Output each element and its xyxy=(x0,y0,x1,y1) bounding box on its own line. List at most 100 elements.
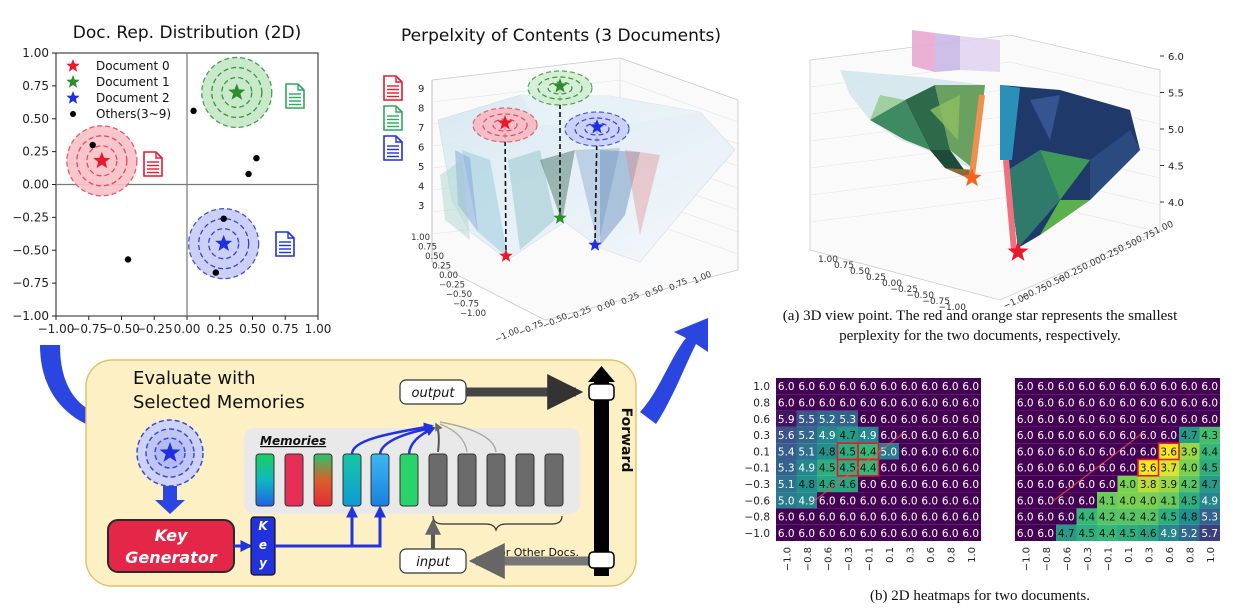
heatmap-right-cell xyxy=(1076,524,1097,541)
heatmap-left-xlabel: 0.6 xyxy=(926,547,937,563)
heatmap-right-cell-value: 6.0 xyxy=(1119,381,1136,393)
heatmap-left-cell xyxy=(919,508,940,525)
heatmap-right-cell xyxy=(1015,475,1036,493)
heatmap-right-cell xyxy=(1158,524,1179,541)
heatmap-left-cell-value: 6.0 xyxy=(778,528,795,540)
view-ztick: 4.0 xyxy=(1168,198,1184,209)
heatmap-right-cell-value: 6.0 xyxy=(1017,430,1034,442)
heatmap-right-cell xyxy=(1015,426,1036,444)
heatmap-right-cell xyxy=(1117,443,1138,460)
heatmap-right-cell xyxy=(1015,459,1036,476)
heatmap-left-cell-value: 5.3 xyxy=(839,414,856,426)
heatmap-right-cell xyxy=(1097,508,1118,525)
heatmap-right-cell-value: 6.0 xyxy=(1201,414,1218,426)
heatmap-right-cell-value: 4.0 xyxy=(1119,495,1136,507)
heatmap-left-cell xyxy=(776,426,797,444)
other-doc-point xyxy=(253,155,260,162)
heatmap-right-cell-value: 4.0 xyxy=(1181,463,1198,475)
memory-slot-6 xyxy=(399,453,419,507)
heatmap-right-cell-value: 6.0 xyxy=(1181,397,1198,409)
heatmap-right-cell xyxy=(1179,508,1200,525)
heatmap-right-cell xyxy=(1117,394,1138,411)
heatmap-right-cell xyxy=(1015,443,1036,460)
heatmap-right-cell-value: 6.0 xyxy=(1037,397,1054,409)
heatmap-ylabel: 0.3 xyxy=(753,430,770,442)
heatmap-left-cell xyxy=(940,426,961,444)
view-3d-panel: 6.0 5.5 5.0 4.5 4.0 1.00 −1.00 0.75 −0.75 0.50 −0.… xyxy=(809,30,1184,313)
heatmap-left-cell xyxy=(858,475,879,493)
heatmap-right-cell-value: 6.0 xyxy=(1099,430,1116,442)
heatmap-left-cell-value: 6.0 xyxy=(942,414,959,426)
view-ztick: 4.5 xyxy=(1168,162,1184,173)
scatter-ytick: 0.50 xyxy=(22,112,49,126)
heatmap-right-cell-value: 3.9 xyxy=(1181,446,1198,458)
heatmap-left-cell-value: 6.0 xyxy=(962,528,979,540)
heatmap-left-cell-value: 6.0 xyxy=(839,528,856,540)
heatmap-left-cell-value: 6.0 xyxy=(798,528,815,540)
heatmap-right-cell-value: 4.0 xyxy=(1119,479,1136,491)
heatmap-ylabel: 1.0 xyxy=(753,381,770,393)
memory-slot-11 xyxy=(544,453,564,507)
heatmap-left-cell-value: 6.0 xyxy=(942,397,959,409)
heatmap-right-cell-value: 4.4 xyxy=(1201,446,1218,458)
heatmap-right-cell xyxy=(1015,410,1036,427)
doc1-file-icon xyxy=(285,83,305,109)
heatmap-left-cell xyxy=(878,443,899,460)
heatmap-left-cell xyxy=(817,459,838,476)
heatmap-left-cell-value: 5.6 xyxy=(778,430,795,442)
heatmap-right-cell xyxy=(1056,410,1077,427)
heatmap-left-cell-value: 6.0 xyxy=(942,381,959,393)
heatmap-left-cell-value: 6.0 xyxy=(962,430,979,442)
heatmap-left-cell xyxy=(858,410,879,427)
heatmap-left-cell-value: 6.0 xyxy=(839,381,856,393)
scatter-plot: Doc. Rep. Distribution (2D)−1.00−0.75−0.… xyxy=(12,23,331,336)
heatmap-left-cell-value: 6.0 xyxy=(921,397,938,409)
heatmap-left-cell-value: 6.0 xyxy=(798,512,815,524)
heatmap-right-cell-value: 6.0 xyxy=(1119,414,1136,426)
heatmap-left-cell-value: 6.0 xyxy=(860,512,877,524)
heatmap-left-cell xyxy=(837,378,858,395)
heatmap-left-cell xyxy=(919,475,940,493)
heatmap-left-cell xyxy=(837,492,858,509)
heatmap-left-cell xyxy=(858,394,879,411)
perplexity-surface-3d: Perpelxity of Contents (3 Documents) 9 8 7… xyxy=(383,26,739,345)
heatmap-right-cell-value: 6.0 xyxy=(1017,495,1034,507)
heatmap-right-cell-value: 6.0 xyxy=(1078,495,1095,507)
heatmap-left-xlabel: 0.8 xyxy=(946,547,957,563)
surface-ztick: 5 xyxy=(418,162,424,173)
view-xtick: 0.25 xyxy=(866,273,886,283)
heatmap-right-cell-value: 6.0 xyxy=(1017,446,1034,458)
memories-label: Memories xyxy=(260,434,326,448)
heatmap-right-cell xyxy=(1035,459,1056,476)
heatmap-left-cell-value: 6.0 xyxy=(860,397,877,409)
heatmap-right-cell-value: 4.4 xyxy=(1099,528,1116,540)
heatmap-left-cell xyxy=(940,492,961,509)
heatmap-right-cell xyxy=(1015,394,1036,411)
heatmap-right-cell-value: 6.0 xyxy=(1037,495,1054,507)
heatmap-right-cell xyxy=(1015,508,1036,525)
heatmap-left-cell xyxy=(858,524,879,541)
heatmap-right-cell-value: 6.0 xyxy=(1181,414,1198,426)
heatmap-right-cell xyxy=(1076,492,1097,509)
heatmap-right-cell xyxy=(1138,394,1159,411)
heatmap-left-cell xyxy=(940,378,961,395)
scatter-xtick: −0.25 xyxy=(136,322,173,336)
heatmap-left-cell xyxy=(858,492,879,509)
surface-ytick: 1.00 xyxy=(411,233,430,243)
heatmap-left-cell-value: 6.0 xyxy=(860,495,877,507)
heatmap-left-cell-value: 5.1 xyxy=(798,446,815,458)
heatmap-left-cell xyxy=(837,508,858,525)
caption-3d-view: (a) 3D view point. The red and orange st… xyxy=(782,308,1178,344)
output-label: output xyxy=(412,386,456,401)
heatmap-right-xlabel: −0.3 xyxy=(1083,547,1094,571)
view-xtick: 0.50 xyxy=(850,267,870,277)
eval-title-1: Evaluate with xyxy=(133,368,256,389)
heatmap-right-cell-value: 6.0 xyxy=(1140,381,1157,393)
heatmap-right-cell xyxy=(1138,524,1159,541)
heatmap-right-cell xyxy=(1158,410,1179,427)
heatmap-left-cell xyxy=(899,443,920,460)
heatmap-right-cell-value: 6.0 xyxy=(1099,414,1116,426)
scatter-xtick: 0.75 xyxy=(272,322,299,336)
heatmap-right-cell xyxy=(1035,475,1056,493)
heatmap-right-cell-value: 4.7 xyxy=(1058,528,1075,540)
